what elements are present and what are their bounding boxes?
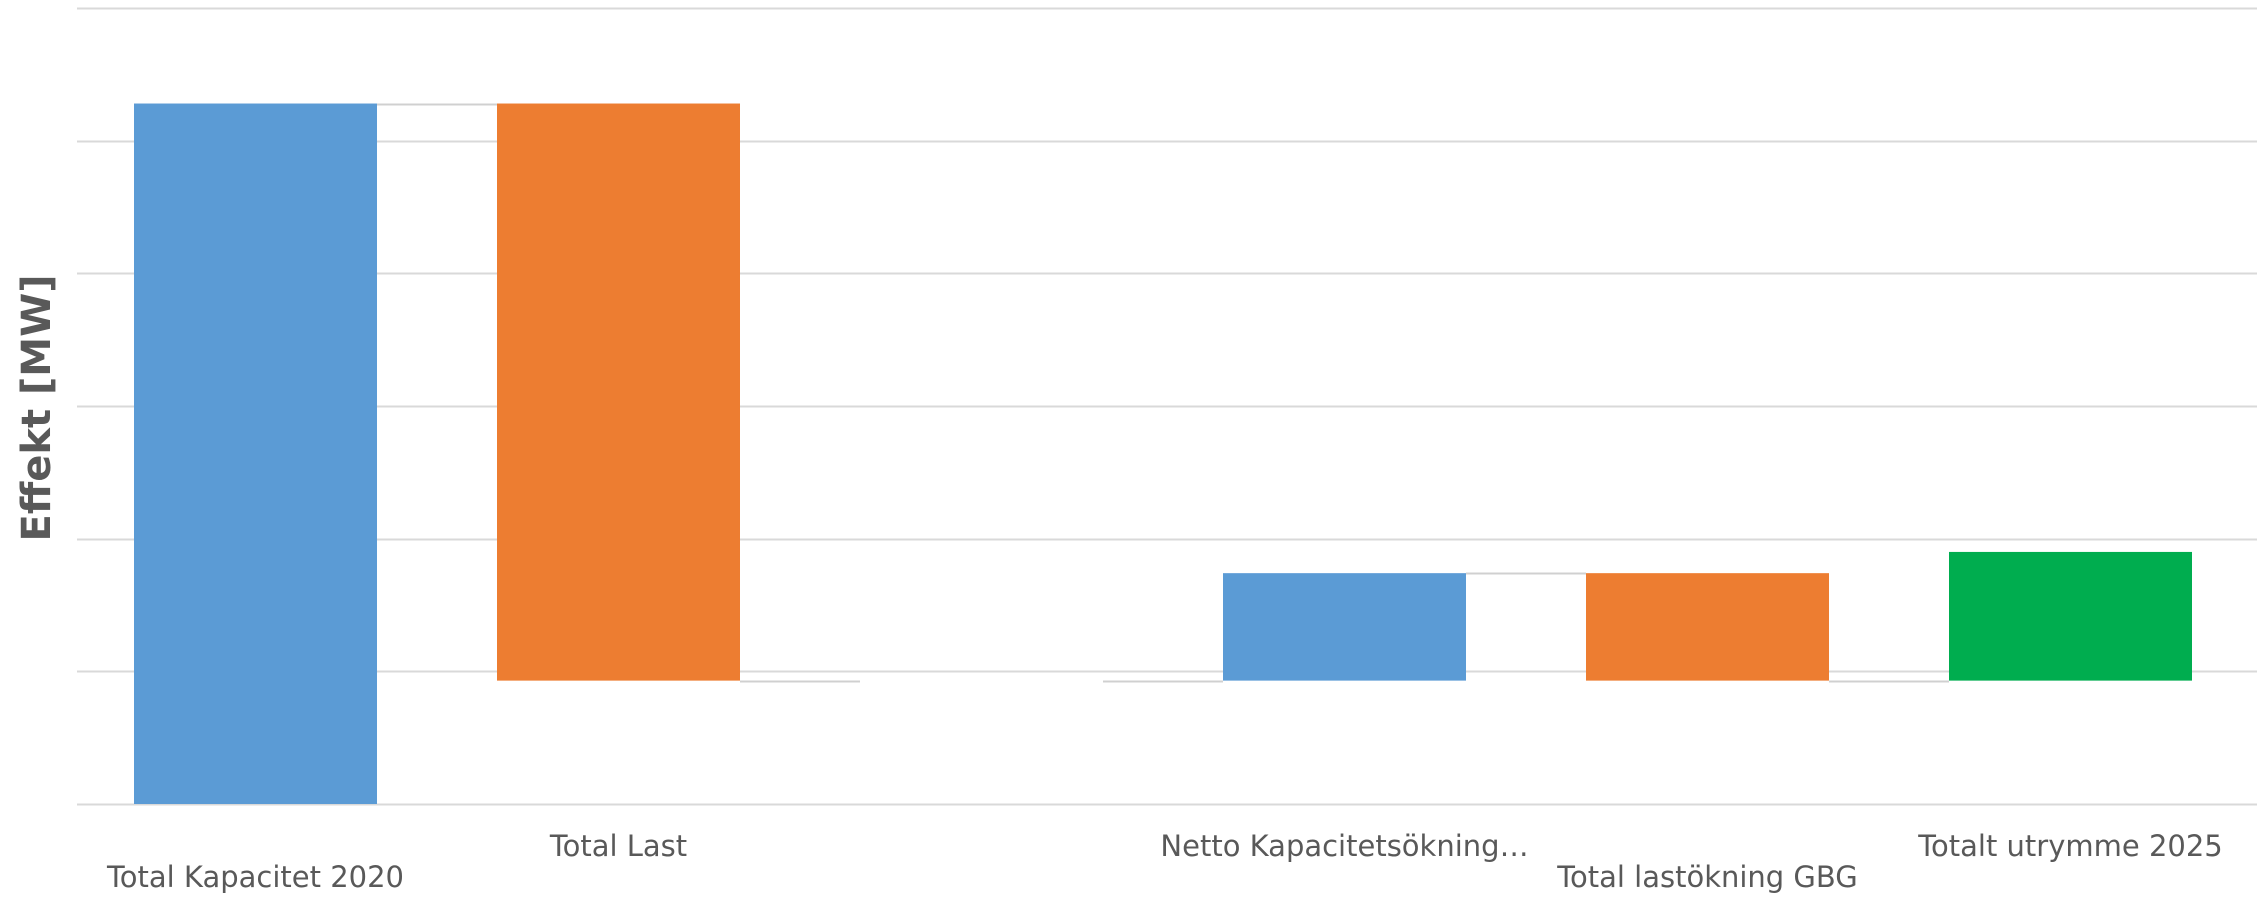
bar <box>1949 551 2192 681</box>
category-label: Total lastökning GBG <box>1556 860 1858 894</box>
category-labels: Total Kapacitet 2020 Total Last Netto Kapa… <box>106 829 2223 894</box>
category-label: Netto Kapacitetsökning… <box>1160 829 1528 863</box>
category-label: Total Last <box>549 829 687 863</box>
bars <box>134 103 2192 804</box>
gridlines <box>77 7 2257 806</box>
category-label: Total Kapacitet 2020 <box>106 860 404 894</box>
connector-lines <box>377 103 1949 683</box>
y-axis-label: Effekt [MW] <box>14 275 60 542</box>
bar <box>497 103 740 681</box>
bar <box>1586 573 1829 681</box>
category-label: Totalt utrymme 2025 <box>1917 829 2223 863</box>
bar <box>134 103 377 804</box>
bar <box>1223 573 1466 681</box>
